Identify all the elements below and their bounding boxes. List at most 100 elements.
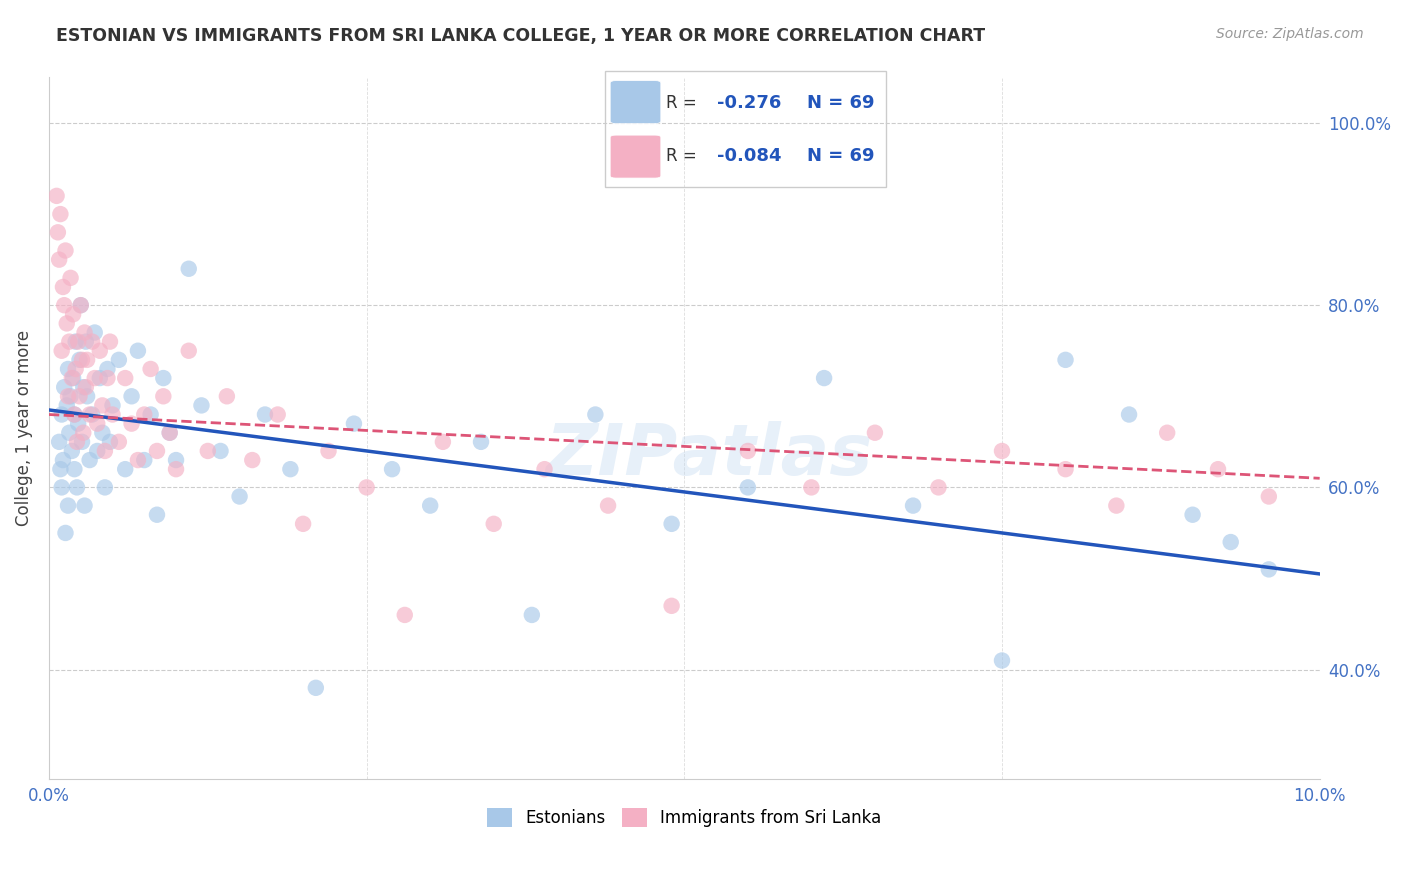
Point <box>60 444 83 458</box>
Point <box>86 444 108 458</box>
Text: N = 69: N = 69 <box>807 94 875 112</box>
Point <box>62 307 84 321</box>
Point <box>76 352 98 367</box>
Point <box>96 371 118 385</box>
Text: ZIPatlas: ZIPatlas <box>546 421 873 490</box>
Point <box>737 444 759 458</box>
Point <box>52 280 75 294</box>
Point <box>159 425 181 440</box>
Point <box>1118 408 1140 422</box>
Point <box>73 499 96 513</box>
Point <box>94 480 117 494</box>
Point <box>49 462 72 476</box>
Point <box>45 189 67 203</box>
Point <box>59 271 82 285</box>
Point <box>69 389 91 403</box>
Point <box>52 453 75 467</box>
Point <box>661 516 683 531</box>
Point <box>197 444 219 458</box>
Point <box>121 389 143 403</box>
Point <box>96 362 118 376</box>
Point <box>70 434 93 449</box>
Point <box>1054 352 1077 367</box>
Point <box>394 607 416 622</box>
Point <box>58 334 80 349</box>
Point <box>318 444 340 458</box>
Point <box>356 480 378 494</box>
Point <box>63 408 86 422</box>
Point <box>165 462 187 476</box>
Point <box>69 298 91 312</box>
Point <box>800 480 823 494</box>
Point <box>55 244 77 258</box>
Point <box>67 334 90 349</box>
Point <box>72 425 94 440</box>
Point <box>114 371 136 385</box>
Text: R =: R = <box>666 94 697 112</box>
FancyBboxPatch shape <box>610 80 661 124</box>
Point <box>101 408 124 422</box>
Point <box>65 362 87 376</box>
Point <box>991 653 1014 667</box>
Point <box>79 408 101 422</box>
Point <box>48 252 70 267</box>
Point <box>419 499 441 513</box>
Point <box>83 371 105 385</box>
Point <box>139 408 162 422</box>
Point <box>1156 425 1178 440</box>
Point <box>520 607 543 622</box>
Point <box>240 453 263 467</box>
FancyBboxPatch shape <box>610 135 661 178</box>
Point <box>53 380 76 394</box>
Point <box>1105 499 1128 513</box>
Point <box>146 508 169 522</box>
Text: Source: ZipAtlas.com: Source: ZipAtlas.com <box>1216 27 1364 41</box>
Point <box>280 462 302 476</box>
Point <box>76 389 98 403</box>
Point <box>152 389 174 403</box>
Point <box>305 681 328 695</box>
Point <box>127 453 149 467</box>
Point <box>432 434 454 449</box>
Point <box>1206 462 1229 476</box>
Point <box>165 453 187 467</box>
Point <box>51 408 73 422</box>
Point <box>253 408 276 422</box>
Point <box>91 425 114 440</box>
Point <box>1257 490 1279 504</box>
Point <box>82 334 104 349</box>
Point <box>49 207 72 221</box>
Point <box>1257 562 1279 576</box>
Point <box>63 408 86 422</box>
Point <box>813 371 835 385</box>
Point <box>991 444 1014 458</box>
Point <box>292 516 315 531</box>
Point <box>267 408 290 422</box>
Point <box>56 389 79 403</box>
Text: N = 69: N = 69 <box>807 147 875 165</box>
Point <box>661 599 683 613</box>
Point <box>381 462 404 476</box>
Point <box>67 417 90 431</box>
Point <box>190 398 212 412</box>
Point <box>51 480 73 494</box>
Point <box>146 444 169 458</box>
Point <box>59 389 82 403</box>
Text: ESTONIAN VS IMMIGRANTS FROM SRI LANKA COLLEGE, 1 YEAR OR MORE CORRELATION CHART: ESTONIAN VS IMMIGRANTS FROM SRI LANKA CO… <box>56 27 986 45</box>
Point <box>98 434 121 449</box>
Point <box>46 225 69 239</box>
Point <box>139 362 162 376</box>
Point <box>1219 535 1241 549</box>
Point <box>58 425 80 440</box>
Point <box>228 490 250 504</box>
Y-axis label: College, 1 year or more: College, 1 year or more <box>15 330 32 526</box>
Point <box>596 499 619 513</box>
Point <box>470 434 492 449</box>
Point <box>73 326 96 340</box>
Point <box>55 317 77 331</box>
Point <box>583 408 606 422</box>
Text: R =: R = <box>666 147 697 165</box>
Point <box>1054 462 1077 476</box>
Point <box>108 352 131 367</box>
Point <box>53 298 76 312</box>
